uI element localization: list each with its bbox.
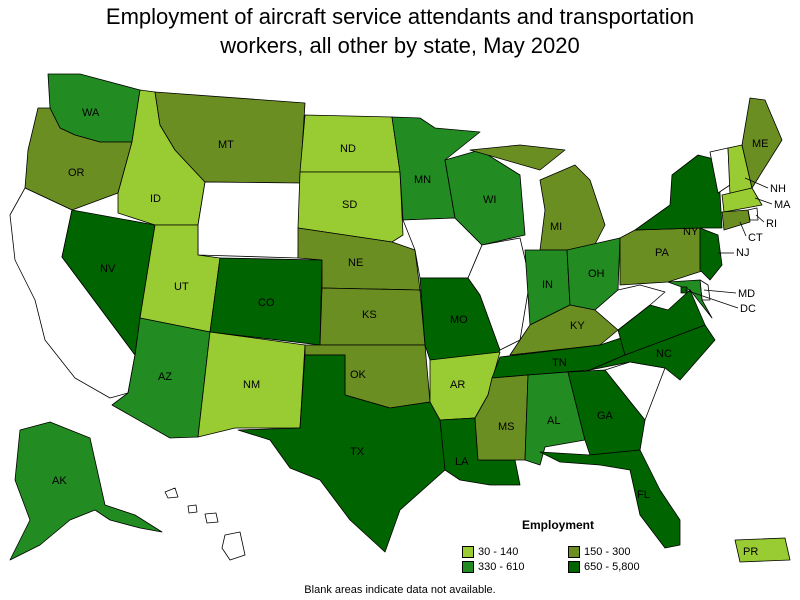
label-nd: ND — [340, 143, 356, 155]
label-nm: NM — [243, 379, 260, 391]
state-ma[interactable] — [721, 187, 763, 213]
label-oh: OH — [588, 268, 605, 280]
label-mi: MI — [550, 221, 562, 233]
label-ut: UT — [174, 281, 189, 293]
label-id: ID — [150, 193, 161, 205]
label-pr: PR — [743, 546, 758, 558]
legend-swatch — [462, 546, 474, 558]
state-tx[interactable] — [237, 354, 446, 553]
label-ri: RI — [766, 218, 777, 230]
label-al: AL — [547, 415, 560, 427]
label-tn: TN — [552, 357, 567, 369]
label-ok: OK — [350, 369, 367, 381]
map-title-line-1: Employment of aircraft service attendant… — [105, 4, 695, 29]
label-dc: DC — [740, 303, 756, 315]
label-ny: NY — [683, 226, 699, 238]
label-fl: FL — [637, 489, 650, 501]
label-ak: AK — [52, 475, 67, 487]
map-title-line-2: workers, all other by state, May 2020 — [220, 33, 580, 58]
label-nc: NC — [656, 348, 672, 360]
legend-item-650-5800: 650 - 5,800 — [568, 561, 640, 573]
state-ct[interactable] — [721, 209, 751, 231]
label-md: MD — [738, 288, 755, 300]
legend-label: 30 - 140 — [478, 546, 519, 558]
legend-swatch — [568, 561, 580, 573]
label-ct: CT — [748, 232, 763, 244]
label-me: ME — [752, 138, 769, 150]
label-tx: TX — [350, 446, 365, 458]
footnote: Blank areas indicate data not available. — [304, 584, 496, 596]
label-wi: WI — [483, 194, 496, 206]
label-nv: NV — [100, 263, 116, 275]
legend-label: 330 - 610 — [478, 561, 525, 573]
legend-label: 650 - 5,800 — [584, 561, 640, 573]
state-hi[interactable] — [164, 487, 246, 561]
label-ne: NE — [348, 257, 363, 269]
legend-swatch — [462, 561, 474, 573]
label-ks: KS — [362, 309, 377, 321]
state-wv[interactable] — [594, 284, 666, 331]
label-mn: MN — [414, 174, 431, 186]
legend-item-150-300: 150 - 300 — [568, 546, 630, 558]
label-nj: NJ — [736, 247, 749, 259]
legend-title: Employment — [522, 518, 595, 532]
state-nj[interactable] — [699, 227, 723, 281]
label-ma: MA — [774, 199, 791, 211]
state-fl[interactable] — [539, 449, 681, 549]
label-in: IN — [542, 279, 553, 291]
label-ar: AR — [450, 379, 465, 391]
label-mt: MT — [218, 139, 234, 151]
legend-swatch — [568, 546, 580, 558]
state-ak[interactable] — [9, 421, 163, 561]
label-co: CO — [258, 297, 275, 309]
state-mi[interactable] — [469, 144, 606, 251]
state-pr[interactable] — [734, 537, 791, 563]
state-nm[interactable] — [197, 331, 306, 438]
legend-item-30-140: 30 - 140 — [462, 546, 518, 558]
state-ny[interactable] — [634, 154, 723, 231]
label-nh: NH — [770, 183, 786, 195]
label-sd: SD — [342, 199, 357, 211]
label-wa: WA — [82, 107, 100, 119]
state-labels: WA OR NV ID MT UT CO AZ NM ND SD NE KS O… — [52, 107, 791, 558]
label-ga: GA — [597, 410, 614, 422]
label-az: AZ — [158, 371, 172, 383]
label-ky: KY — [570, 320, 585, 332]
state-sd[interactable] — [297, 171, 404, 243]
label-pa: PA — [655, 247, 670, 259]
label-ms: MS — [498, 421, 515, 433]
state-il[interactable] — [467, 237, 531, 351]
legend-label: 150 - 300 — [584, 546, 631, 558]
label-la: LA — [455, 456, 469, 468]
state-wy[interactable] — [197, 181, 301, 259]
label-mo: MO — [450, 314, 468, 326]
map-title: Employment of aircraft service attendant… — [0, 2, 800, 60]
state-me[interactable] — [741, 97, 783, 189]
state-dc[interactable] — [680, 286, 688, 294]
label-or: OR — [68, 167, 85, 179]
legend: Employment 30 - 140 150 - 300 330 - 610 … — [462, 518, 672, 578]
legend-item-330-610: 330 - 610 — [462, 561, 524, 573]
